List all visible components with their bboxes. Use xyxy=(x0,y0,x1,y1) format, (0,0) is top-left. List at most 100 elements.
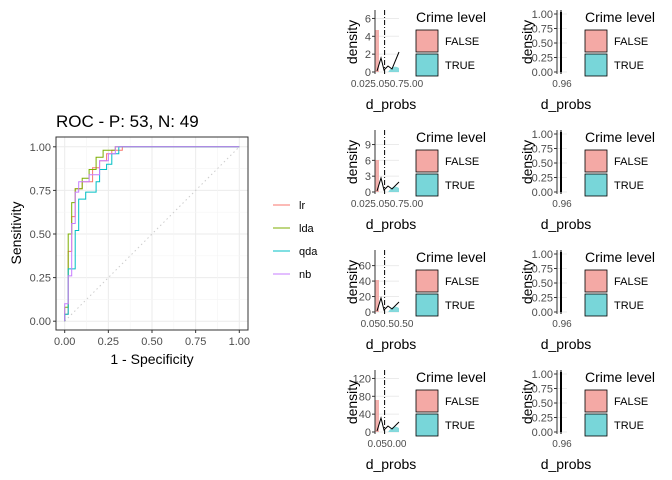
density-y-tick-label: 0.75 xyxy=(532,264,553,276)
density-legend-key-true xyxy=(584,293,608,317)
density-y-tick-label: 0.00 xyxy=(532,307,553,319)
density-y-tick-label: 1.00 xyxy=(532,369,553,381)
density-fill-false xyxy=(375,160,379,192)
density-y-axis-title: density xyxy=(519,380,535,424)
density-y-tick-label: 0.00 xyxy=(532,67,553,79)
density-legend-label-false: FALSE xyxy=(614,156,648,168)
density-legend-key-true xyxy=(584,173,608,197)
density-y-tick-label: 40 xyxy=(359,276,371,288)
roc-curve-nb xyxy=(64,146,240,322)
density-x-axis-title: d_probs xyxy=(541,336,592,352)
density-y-tick-label: 9 xyxy=(365,140,371,152)
density-y-axis-title: density xyxy=(344,20,360,64)
density-legend-key-true xyxy=(415,53,439,77)
density-y-tick-label: 0.75 xyxy=(532,384,553,396)
density-y-tick-label: 0.75 xyxy=(532,144,553,156)
roc-curve-lda xyxy=(64,146,240,322)
density-legend-key-false xyxy=(415,29,439,53)
roc-legend-label-nb: nb xyxy=(299,269,311,281)
roc-legend: lr lda qda nb xyxy=(273,200,318,281)
roc-y-tick-label: 0.50 xyxy=(30,229,51,241)
density-y-tick-label: 0.25 xyxy=(532,173,553,185)
density-y-tick-label: 6 xyxy=(365,13,371,25)
density-y-tick-label: 20 xyxy=(359,292,371,304)
density-y-tick-label: 80 xyxy=(359,391,371,403)
density-fill-false xyxy=(375,400,379,432)
density-x-tick-label: 0.96 xyxy=(552,199,572,210)
roc-x-axis: 0.00 0.25 0.50 0.75 1.00 xyxy=(54,330,250,348)
density-x-axis-title: d_probs xyxy=(366,456,417,472)
roc-y-tick-label: 1.00 xyxy=(30,142,51,154)
roc-x-tick-label: 0.00 xyxy=(54,336,75,348)
density-y-tick-label: 0.25 xyxy=(532,293,553,305)
density-legend-label-true: TRUE xyxy=(445,180,475,192)
density-legend-title: Crime level xyxy=(416,9,486,25)
density-y-tick-label: 0.50 xyxy=(532,158,553,170)
density-legend-label-false: FALSE xyxy=(614,396,648,408)
density-legend-label-false: FALSE xyxy=(614,276,648,288)
density-outline xyxy=(376,416,400,432)
density-fill-true xyxy=(388,186,399,192)
density-legend-key-true xyxy=(584,53,608,77)
density-legend-label-true: TRUE xyxy=(614,60,644,72)
density-panel-r4c1: 0 40 80 120 0.050.00 d_probs density Crime leve… xyxy=(344,369,486,472)
density-legend-key-false xyxy=(415,269,439,293)
density-y-tick-label: 0 xyxy=(365,427,371,439)
roc-series-group xyxy=(64,146,240,322)
density-outline xyxy=(376,176,400,192)
roc-diagonal-reference-line xyxy=(64,146,240,322)
density-legend-key-true xyxy=(415,293,439,317)
density-y-tick-label: 2 xyxy=(365,49,371,61)
density-panel-r3c1: 0 20 40 60 0.050.50.50 d_probs density Crime le… xyxy=(344,249,486,352)
density-panel-r1c2: 0.00 0.25 0.50 0.75 1.00 0.96 d_probs density Cr… xyxy=(519,9,655,112)
density-y-axis-title: density xyxy=(344,260,360,304)
density-legend-key-false xyxy=(584,389,608,413)
density-x-axis-title: d_probs xyxy=(366,96,417,112)
density-legend-label-true: TRUE xyxy=(614,180,644,192)
density-y-tick-label: 0.00 xyxy=(532,187,553,199)
density-x-tick-label: 0.025.050.75.00 xyxy=(351,199,424,210)
density-y-tick-label: 1.00 xyxy=(532,249,553,261)
density-outline xyxy=(376,296,400,312)
density-panel-r4c2: 0.00 0.25 0.50 0.75 1.00 0.96 d_probs density Cr… xyxy=(519,369,655,472)
density-legend-label-false: FALSE xyxy=(445,276,479,288)
roc-curve-lr xyxy=(64,146,240,322)
density-y-tick-label: 6 xyxy=(365,155,371,167)
density-x-axis-title: d_probs xyxy=(541,96,592,112)
density-x-tick-label: 0.96 xyxy=(552,79,572,90)
roc-legend-label-lr: lr xyxy=(299,200,305,212)
density-legend-label-false: FALSE xyxy=(445,36,479,48)
density-legend-key-true xyxy=(415,173,439,197)
density-legend-key-false xyxy=(584,149,608,173)
density-legend-label-true: TRUE xyxy=(614,300,644,312)
roc-x-tick-label: 0.50 xyxy=(141,336,162,348)
density-legend-label-true: TRUE xyxy=(445,420,475,432)
density-legend-label-true: TRUE xyxy=(614,420,644,432)
density-y-tick-label: 3 xyxy=(365,171,371,183)
density-y-axis-title: density xyxy=(344,380,360,424)
roc-y-tick-label: 0.75 xyxy=(30,185,51,197)
density-y-tick-label: 60 xyxy=(359,261,371,273)
density-y-tick-label: 0.50 xyxy=(532,38,553,50)
density-legend-title: Crime level xyxy=(585,249,655,265)
density-y-axis-title: density xyxy=(519,140,535,184)
density-legend-label-false: FALSE xyxy=(614,36,648,48)
density-legend-label-false: FALSE xyxy=(445,396,479,408)
density-legend-title: Crime level xyxy=(585,9,655,25)
density-x-tick-label: 0.96 xyxy=(552,439,572,450)
density-fill-true xyxy=(388,66,399,72)
density-panel-r1c1: 0 2 4 6 0.025.050.75.00 d_probs density Crime l… xyxy=(344,9,486,112)
density-y-axis-title: density xyxy=(519,20,535,64)
density-y-tick-label: 0.25 xyxy=(532,53,553,65)
density-y-axis-title: density xyxy=(519,260,535,304)
density-panel-r2c1: 0 3 6 9 0.025.050.75.00 d_probs density Crime l… xyxy=(344,129,486,232)
density-y-tick-label: 1.00 xyxy=(532,9,553,21)
roc-x-tick-label: 0.75 xyxy=(185,336,206,348)
density-fill-false xyxy=(375,30,379,72)
density-x-axis-title: d_probs xyxy=(541,456,592,472)
density-outline xyxy=(376,51,400,72)
density-y-tick-label: 40 xyxy=(359,409,371,421)
roc-curve-qda xyxy=(64,146,240,322)
density-y-tick-label: 4 xyxy=(365,31,371,43)
